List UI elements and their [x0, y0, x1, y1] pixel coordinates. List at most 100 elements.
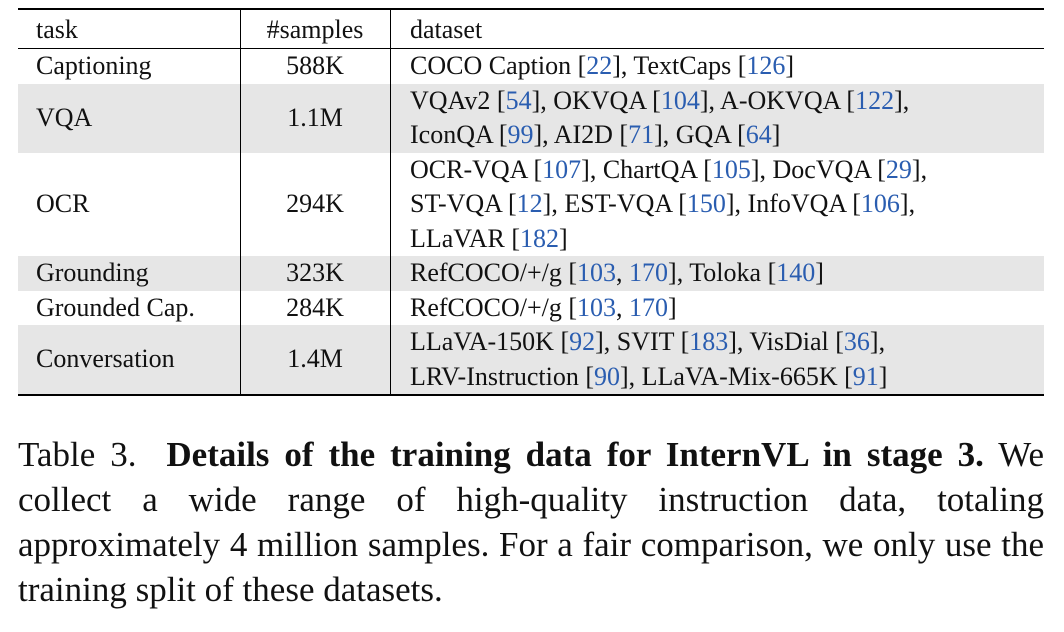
citation-link[interactable]: 105 [711, 154, 751, 184]
dataset-text: , [616, 292, 630, 322]
table-bottom-rule [18, 394, 1044, 396]
dataset-line: COCO Caption [22], TextCaps [126] [410, 49, 794, 84]
citation-link[interactable]: 150 [686, 189, 726, 218]
header-task: task [36, 14, 78, 44]
citation-link[interactable]: 103 [577, 258, 617, 287]
header-samples: #samples [266, 14, 364, 44]
citation-link[interactable]: 99 [507, 120, 534, 149]
samples-cell: 588K [286, 51, 344, 80]
table-row: Grounding 323K RefCOCO/+/g [103, 170], Tol… [18, 256, 1044, 291]
dataset-text: VQAv2 [ [410, 85, 506, 115]
table-row: Captioning 588K COCO Caption [22], TextCap… [18, 49, 1044, 84]
dataset-text: LRV-Instruction [ [410, 361, 594, 391]
table-row: VQA 1.1M VQAv2 [54], OKVQA [104], A-OKVQA … [18, 83, 1044, 153]
dataset-line: RefCOCO/+/g [103, 170] [410, 291, 677, 326]
dataset-text: ], Toloka [ [668, 258, 777, 287]
samples-cell: 323K [286, 258, 344, 287]
citation-link[interactable]: 22 [586, 51, 613, 80]
citation-link[interactable]: 183 [689, 327, 729, 356]
citation-link[interactable]: 90 [594, 361, 620, 391]
citation-link[interactable]: 12 [516, 189, 543, 218]
citation-link[interactable]: 107 [542, 154, 582, 184]
citation-link[interactable]: 126 [746, 51, 786, 80]
dataset-line: RefCOCO/+/g [103, 170], Toloka [140] [410, 256, 824, 291]
dataset-cell: RefCOCO/+/g [103, 170], Toloka [140] [410, 256, 824, 291]
citation-link[interactable]: 104 [660, 85, 700, 115]
citation-link[interactable]: 140 [776, 258, 816, 287]
dataset-text: RefCOCO/+/g [ [410, 292, 578, 322]
column-divider [390, 10, 391, 394]
table-row: Grounded Cap. 284K RefCOCO/+/g [103, 170] [18, 291, 1044, 326]
dataset-text: ], OKVQA [ [531, 85, 661, 115]
dataset-text: ] [771, 120, 781, 149]
dataset-text: ], InfoVQA [ [725, 189, 861, 218]
table-header-rule [18, 48, 1044, 49]
column-divider [240, 10, 241, 394]
dataset-cell: RefCOCO/+/g [103, 170] [410, 291, 677, 326]
table-top-rule [18, 8, 1044, 10]
dataset-text: ] [559, 223, 568, 253]
samples-cell: 1.1M [287, 102, 343, 132]
task-cell: Grounded Cap. [36, 292, 195, 322]
dataset-line: VQAv2 [54], OKVQA [104], A-OKVQA [122], [410, 84, 909, 119]
dataset-text: ], [894, 85, 910, 115]
citation-link[interactable]: 170 [629, 258, 669, 287]
dataset-cell: VQAv2 [54], OKVQA [104], A-OKVQA [122], I… [410, 84, 909, 153]
dataset-text: ], AI2D [ [533, 120, 629, 149]
citation-link[interactable]: 54 [505, 85, 532, 115]
citation-link[interactable]: 106 [860, 189, 900, 218]
dataset-text: ], VisDial [ [728, 327, 844, 356]
citation-link[interactable]: 103 [577, 292, 617, 322]
dataset-cell: COCO Caption [22], TextCaps [126] [410, 49, 794, 84]
task-cell: VQA [36, 102, 93, 132]
dataset-text: ], [899, 189, 916, 218]
dataset-text: , [616, 258, 630, 287]
dataset-line: LRV-Instruction [90], LLaVA-Mix-665K [91… [410, 360, 887, 395]
dataset-text: COCO Caption [ [410, 51, 587, 80]
dataset-line: OCR-VQA [107], ChartQA [105], DocVQA [29… [410, 153, 927, 188]
caption-label: Table 3. [18, 435, 137, 474]
samples-cell: 1.4M [287, 344, 343, 374]
dataset-text: ], DocVQA [ [750, 154, 886, 184]
table-row: OCR 294K OCR-VQA [107], ChartQA [105], Doc… [18, 153, 1044, 257]
dataset-text: ], [911, 154, 928, 184]
dataset-text: ] [785, 51, 795, 80]
dataset-text: OCR-VQA [ [410, 154, 543, 184]
table-row: Conversation 1.4M LLaVA-150K [92], SVIT [1… [18, 325, 1044, 394]
citation-link[interactable]: 36 [843, 327, 870, 356]
dataset-text: ], [869, 327, 886, 356]
dataset-text: ] [668, 292, 677, 322]
dataset-text: ], ChartQA [ [581, 154, 712, 184]
task-cell: OCR [36, 189, 90, 218]
dataset-text: LLaVA-150K [ [410, 327, 570, 356]
citation-link[interactable]: 92 [569, 327, 596, 356]
dataset-line: ST-VQA [12], EST-VQA [150], InfoVQA [106… [410, 187, 927, 222]
dataset-line: IconQA [99], AI2D [71], GQA [64] [410, 118, 909, 153]
dataset-text: ], A-OKVQA [ [699, 85, 856, 115]
dataset-text: ], TextCaps [ [612, 51, 747, 80]
dataset-text: ST-VQA [ [410, 189, 517, 218]
citation-link[interactable]: 170 [629, 292, 669, 322]
dataset-cell: OCR-VQA [107], ChartQA [105], DocVQA [29… [410, 153, 927, 257]
dataset-text: ], SVIT [ [595, 327, 690, 356]
citation-link[interactable]: 182 [520, 223, 560, 253]
table-header-row: task #samples dataset [18, 10, 1044, 48]
dataset-line: LLaVAR [182] [410, 222, 927, 257]
dataset-text: ], GQA [ [654, 120, 746, 149]
dataset-text: LLaVAR [ [410, 223, 521, 253]
samples-cell: 284K [286, 292, 344, 322]
dataset-text: ], LLaVA-Mix-665K [ [620, 361, 853, 391]
citation-link[interactable]: 71 [628, 120, 655, 149]
dataset-text: ] [815, 258, 824, 287]
citation-link[interactable]: 91 [852, 361, 879, 391]
citation-link[interactable]: 64 [745, 120, 772, 149]
dataset-text: ], EST-VQA [ [542, 189, 687, 218]
task-cell: Conversation [36, 344, 175, 374]
dataset-text: ] [878, 361, 888, 391]
dataset-text: RefCOCO/+/g [ [410, 258, 578, 287]
citation-link[interactable]: 122 [855, 85, 895, 115]
caption-body: We collect a wide range of high-quality … [18, 435, 1045, 609]
citation-link[interactable]: 29 [885, 154, 912, 184]
dataset-text: IconQA [ [410, 120, 508, 149]
table-caption: Table 3. Details of the training data fo… [18, 432, 1044, 612]
